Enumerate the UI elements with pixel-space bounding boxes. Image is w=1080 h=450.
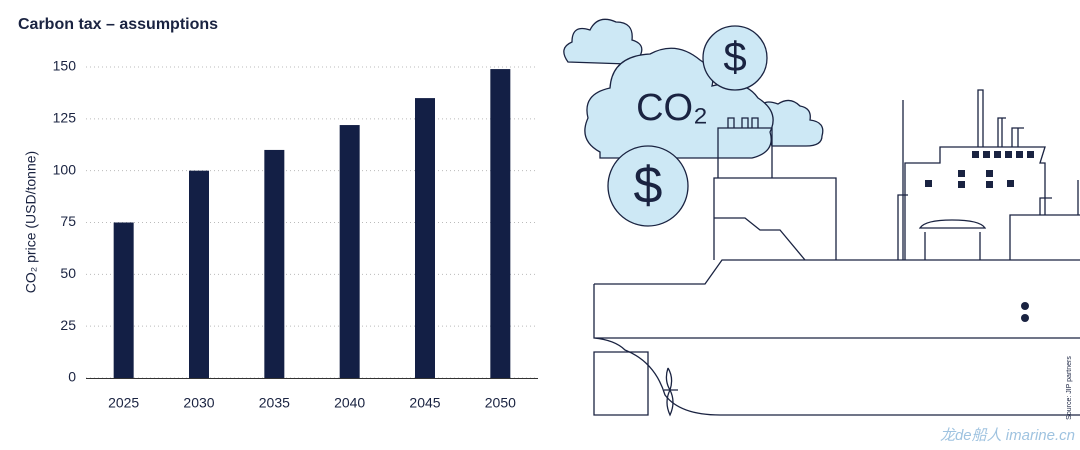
rudder <box>593 351 649 416</box>
hull <box>593 259 1080 416</box>
dollar-sign: $ <box>634 157 663 215</box>
bridge <box>904 89 1046 260</box>
x-tick-label: 2030 <box>183 395 214 411</box>
cloud <box>563 18 643 65</box>
bar <box>113 222 134 378</box>
x-tick-label: 2050 <box>485 395 516 411</box>
cloud <box>759 99 824 147</box>
x-tick-label: 2025 <box>108 395 139 411</box>
propeller <box>664 367 678 417</box>
x-tick-label: 2035 <box>259 395 290 411</box>
superstructure <box>713 177 837 261</box>
y-axis-label: CO₂ price (USD/tonne) <box>23 151 39 293</box>
y-tick-label: 125 <box>53 110 77 126</box>
y-tick-label: 50 <box>60 265 76 281</box>
coin <box>702 25 768 91</box>
windows <box>925 151 1034 322</box>
y-tick-label: 100 <box>53 161 77 177</box>
bar <box>189 170 209 378</box>
bar <box>264 149 285 378</box>
x-tick-label: 2045 <box>409 395 440 411</box>
x-tick-label: 2040 <box>334 395 365 411</box>
coin <box>607 145 689 227</box>
cloud-label: CO₂ <box>636 87 708 129</box>
chart-title: Carbon tax – assumptions <box>18 16 218 33</box>
lifeboat <box>918 219 987 260</box>
chimney <box>717 117 773 178</box>
bar <box>490 69 511 378</box>
bar <box>339 125 360 378</box>
dollar-sign: $ <box>723 33 746 80</box>
y-tick-label: 75 <box>60 213 76 229</box>
y-tick-label: 25 <box>60 317 76 333</box>
watermark: 龙de船人 imarine.cn <box>940 427 1075 444</box>
mast <box>897 100 908 260</box>
bar <box>415 98 435 378</box>
y-tick-label: 150 <box>53 58 77 74</box>
illustration: CO₂ $ $ Source: JIP partners <box>563 18 1080 420</box>
deck-house <box>1009 180 1080 260</box>
source-note: Source: JIP partners <box>1066 356 1073 420</box>
y-tick-label: 0 <box>68 369 76 385</box>
